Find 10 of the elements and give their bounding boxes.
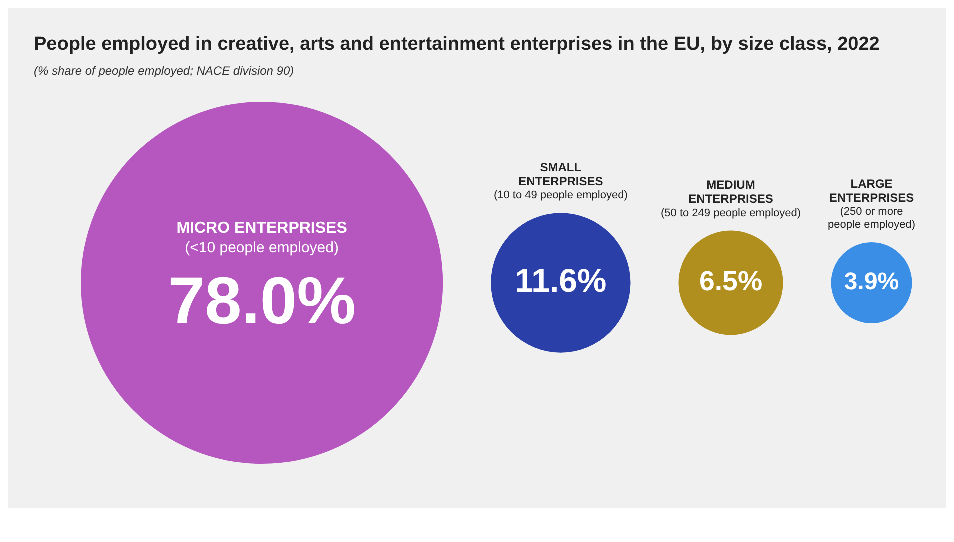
text: (% share of people employed; NACE division 90) [34,64,296,78]
category-label: MICRO ENTERPRISES (<10 people employed) [176,220,348,256]
text: People employed in creative, arts and entertainment enterprises in the EU, by size class, 2022 [34,34,881,56]
data-label: 11.6% [515,262,607,300]
category-label: MEDIUM ENTERPRISES (50 to 249 people employed) [660,178,802,220]
data-label: 78.0% [168,264,356,338]
category-label: SMALL ENTERPRISES (10 to 49 people employed) [494,160,628,202]
data-label: 6.5% [699,266,763,297]
category-label: LARGE ENTERPRISES (250 or more people employed) [828,176,916,232]
data-label: 3.9% [844,268,900,296]
